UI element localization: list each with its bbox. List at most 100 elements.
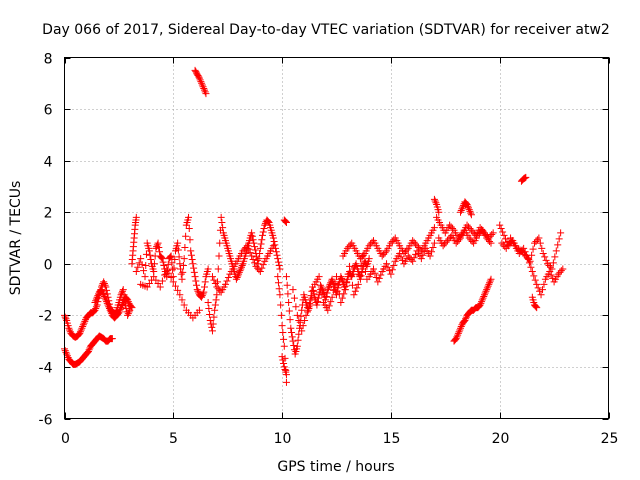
data-point	[449, 225, 457, 233]
data-point	[175, 253, 183, 261]
data-point	[388, 237, 396, 245]
data-point	[282, 371, 290, 379]
data-point	[461, 317, 469, 325]
data-point	[387, 239, 395, 247]
data-point	[119, 287, 127, 295]
data-point	[62, 348, 70, 356]
data-point	[116, 307, 124, 315]
data-point	[119, 298, 127, 306]
data-point	[285, 307, 293, 315]
data-point	[457, 206, 465, 214]
data-point	[334, 281, 342, 289]
data-point	[480, 292, 488, 300]
data-point	[399, 256, 407, 264]
data-point	[146, 251, 154, 259]
data-point	[249, 255, 257, 263]
data-point	[385, 267, 393, 275]
data-point	[362, 268, 370, 276]
data-point	[200, 283, 208, 291]
data-point	[216, 239, 224, 247]
data-point	[345, 243, 353, 251]
data-point	[205, 304, 213, 312]
y-tick-label: 0	[44, 258, 53, 274]
data-point	[454, 331, 462, 339]
data-point	[542, 256, 550, 264]
data-point	[289, 286, 297, 294]
data-point	[356, 275, 364, 283]
data-point	[468, 237, 476, 245]
data-point	[100, 292, 108, 300]
data-point	[195, 73, 203, 81]
y-axis-label: SDTVAR / TECUs	[8, 181, 24, 296]
data-point	[79, 323, 87, 331]
data-point	[213, 283, 221, 291]
data-point	[256, 249, 264, 257]
data-point	[344, 270, 352, 278]
data-point	[81, 317, 89, 325]
data-point	[102, 296, 110, 304]
data-point	[303, 308, 311, 316]
data-point	[298, 327, 306, 335]
data-point	[383, 260, 391, 268]
data-point	[255, 255, 263, 263]
data-point	[404, 252, 412, 260]
data-point	[315, 273, 323, 281]
data-point	[416, 245, 424, 253]
data-point	[282, 378, 290, 386]
data-point	[432, 199, 440, 207]
data-point	[360, 260, 368, 268]
data-point	[210, 276, 218, 284]
data-point	[105, 304, 113, 312]
data-point	[290, 341, 298, 349]
data-point	[365, 242, 373, 250]
data-point	[219, 224, 227, 232]
data-point	[325, 284, 333, 292]
data-point	[304, 306, 312, 314]
data-point	[286, 316, 294, 324]
data-point	[353, 284, 361, 292]
data-point	[195, 306, 203, 314]
data-point	[255, 266, 263, 274]
data-point	[338, 274, 346, 282]
data-point	[222, 280, 230, 288]
data-point	[171, 255, 179, 263]
data-point	[137, 255, 145, 263]
data-point	[119, 286, 127, 294]
data-point	[166, 253, 174, 261]
data-point	[445, 235, 453, 243]
data-point	[396, 249, 404, 257]
data-point	[343, 244, 351, 252]
data-point	[188, 255, 196, 263]
data-point	[502, 244, 510, 252]
data-point	[269, 234, 277, 242]
data-point	[430, 239, 438, 247]
data-point	[465, 234, 473, 242]
data-point	[372, 274, 380, 282]
data-point	[532, 237, 540, 245]
data-point	[215, 252, 223, 260]
data-point	[223, 277, 231, 285]
data-point	[330, 286, 338, 294]
data-point	[292, 303, 300, 311]
data-point	[467, 236, 475, 244]
data-point	[464, 202, 472, 210]
data-point	[483, 234, 491, 242]
data-point	[483, 286, 491, 294]
data-point	[127, 303, 135, 311]
data-point	[155, 243, 163, 251]
data-point	[446, 221, 454, 229]
x-tick-label: 10	[274, 431, 292, 447]
data-point	[61, 347, 69, 355]
data-point	[317, 283, 325, 291]
data-point	[521, 248, 529, 256]
data-point	[401, 248, 409, 256]
data-point	[504, 241, 512, 249]
data-point	[167, 274, 175, 282]
data-point	[251, 243, 259, 251]
data-point	[522, 173, 530, 181]
data-point	[477, 299, 485, 307]
data-point	[377, 271, 385, 279]
data-point	[163, 265, 171, 273]
data-point	[79, 321, 87, 329]
